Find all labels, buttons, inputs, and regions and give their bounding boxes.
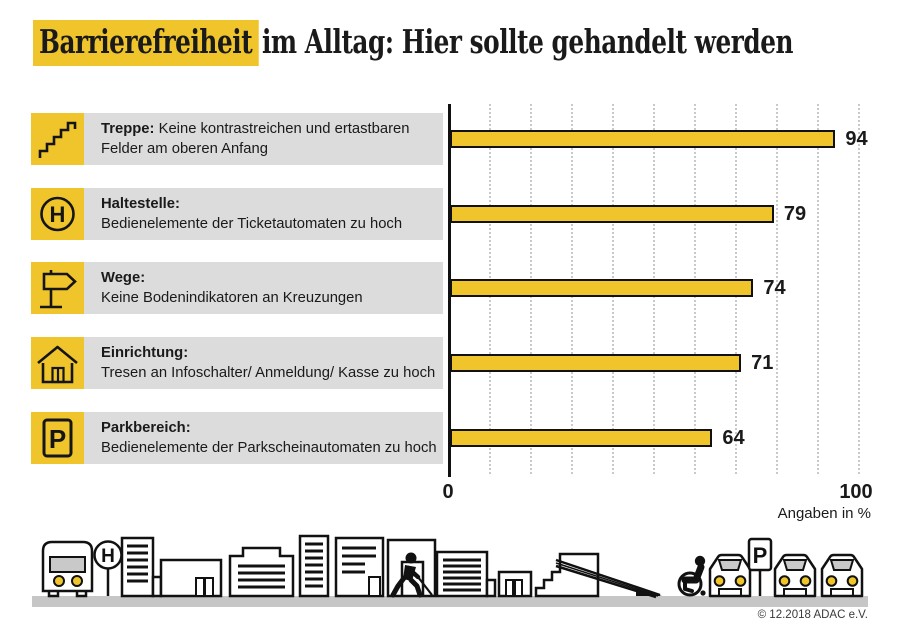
category-text: Bedienelemente der Parkscheinautomaten z… [101,440,437,456]
gridline [776,104,778,474]
category-heading: Einrichtung: [101,345,189,361]
page-title: Barrierefreiheit im Alltag: Hier sollte g… [33,20,794,66]
category-label: Treppe: Keine kontrastreichen und ertast… [101,119,411,159]
svg-text:P: P [49,424,66,454]
category-row-haltestelle: H Haltestelle: Bedienelemente der Ticket… [31,188,443,240]
bar-wege [450,279,754,297]
pedestrian-with-cane-figure [390,552,433,598]
facility-house-icon [31,337,84,389]
category-heading: Haltestelle: [101,196,180,212]
category-heading: Wege: [101,270,146,286]
gridline [858,104,860,474]
title-rest: im Alltag: Hier sollte gehandelt werden [261,22,794,61]
bar-value-label: 74 [763,277,786,299]
category-label: Haltestelle: Bedienelemente der Ticketau… [101,194,404,234]
parking-p-icon: P [31,412,84,464]
bus-stop-h-icon: H [31,188,84,240]
title-highlight: Barrierefreiheit [33,20,259,66]
stairs-icon [31,113,84,165]
building-striped-mid [435,550,497,598]
car-icon [820,553,864,598]
category-label: Einrichtung: Tresen an Infoschalter/ Anm… [101,343,437,383]
wheelchair-user-figure [677,555,706,597]
building-small-doors [497,570,533,598]
bar-haltestelle [450,205,774,223]
y-axis-line [448,104,451,477]
bar-value-label: 79 [783,203,807,225]
x-axis-label-min: 0 [442,481,454,503]
svg-text:P: P [753,543,768,568]
bar-value-label: 94 [845,128,868,150]
bar-treppe [450,130,836,148]
city-skyline-illustration: H [32,534,868,607]
bar-value-label: 64 [722,427,745,449]
building-low-doors [159,558,223,598]
tram-icon [41,540,94,598]
category-row-wege: Wege: Keine Bodenindikatoren an Kreuzung… [31,262,443,314]
copyright-text: © 12.2018 ADAC e.V. [757,609,868,621]
category-text: Tresen an Infoschalter/ Anmeldung/ Kasse… [101,365,436,381]
x-axis-label-max: 100 [839,481,873,503]
ground-strip [32,596,868,607]
bar-parkbereich [450,429,713,447]
car-icon [708,553,752,598]
gridline [817,104,819,474]
parking-sign-icon: P [747,537,773,596]
signpost-icon [31,262,84,314]
category-heading: Parkbereich: [101,420,191,436]
category-row-treppe: Treppe: Keine kontrastreichen und ertast… [31,113,443,165]
car-icon [773,553,817,598]
svg-text:H: H [101,546,115,567]
category-text-line2: Felder am oberen Anfang [101,141,268,157]
category-text: Bedienelemente der Ticketautomaten zu ho… [101,216,403,232]
bus-stop-sign-icon: H [93,540,123,596]
category-text: Keine Bodenindikatoren an Kreuzungen [101,290,363,306]
building-tower-striped [298,534,330,598]
building-striped-tall [120,536,163,598]
category-heading: Treppe: [101,121,155,137]
category-row-parkbereich: P Parkbereich: Bedienelemente der Parksc… [31,412,443,464]
svg-text:H: H [50,202,66,227]
unit-note: Angaben in % [777,505,871,522]
building-hall-stepped [228,546,295,598]
bar-value-label: 71 [751,352,774,374]
stairs-and-ramp [534,552,662,599]
category-label: Parkbereich: Bedienelemente der Parksche… [101,418,439,458]
building-office [334,536,385,598]
category-text: Keine kontrastreichen und ertastbaren [158,121,410,137]
category-row-einrichtung: Einrichtung: Tresen an Infoschalter/ Anm… [31,337,443,389]
bar-einrichtung [450,354,742,372]
category-label: Wege: Keine Bodenindikatoren an Kreuzung… [101,268,365,308]
